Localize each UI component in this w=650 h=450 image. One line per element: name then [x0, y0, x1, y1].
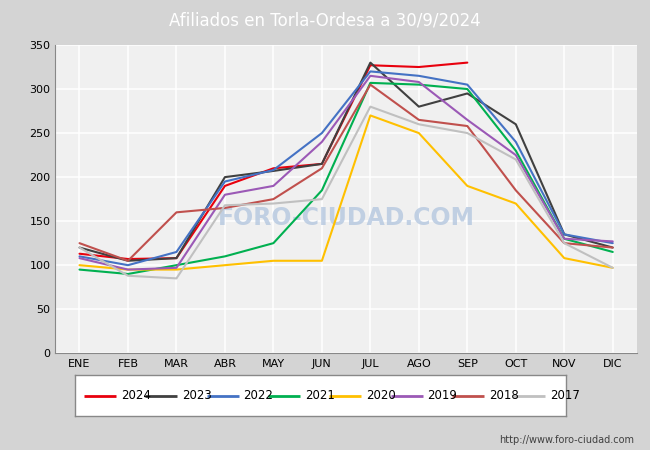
Text: http://www.foro-ciudad.com: http://www.foro-ciudad.com — [499, 435, 634, 445]
Text: 2019: 2019 — [428, 389, 458, 402]
Text: 2018: 2018 — [489, 389, 519, 402]
Text: 2021: 2021 — [305, 389, 335, 402]
Text: 2024: 2024 — [121, 389, 151, 402]
Text: 2022: 2022 — [244, 389, 273, 402]
Text: 2020: 2020 — [366, 389, 396, 402]
Text: 2023: 2023 — [182, 389, 212, 402]
Text: FORO-CIUDAD.COM: FORO-CIUDAD.COM — [218, 206, 474, 230]
Text: 2017: 2017 — [550, 389, 580, 402]
Text: Afiliados en Torla-Ordesa a 30/9/2024: Afiliados en Torla-Ordesa a 30/9/2024 — [169, 11, 481, 29]
